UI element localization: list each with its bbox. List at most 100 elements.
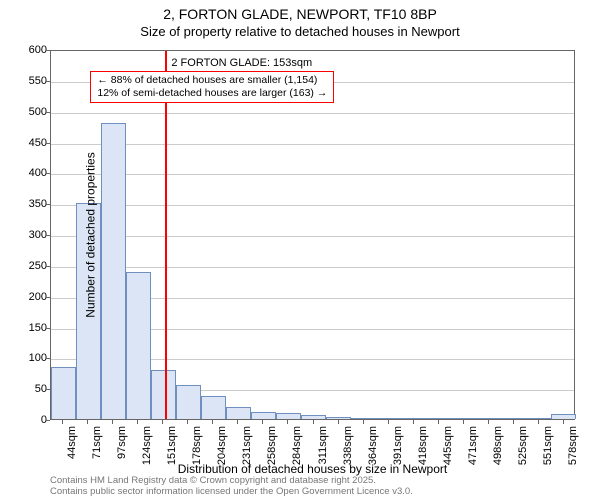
histogram-bar [176,385,201,419]
gridline [51,205,574,206]
annotation-line-2: 12% of semi-detached houses are larger (… [97,87,327,100]
gridline [51,174,574,175]
subject-marker-line [165,51,167,419]
x-tick-mark [137,420,138,424]
gridline [51,236,574,237]
y-tick-label: 100 [2,352,47,364]
y-tick-mark [46,297,50,298]
histogram-bar [101,123,126,419]
x-tick-label: 204sqm [216,426,228,486]
y-axis-label: Number of detached properties [84,152,98,317]
x-tick-mark [62,420,63,424]
y-tick-mark [46,50,50,51]
y-tick-label: 500 [2,106,47,118]
histogram-bar [476,418,501,419]
histogram-bar [201,396,226,419]
histogram-bar [51,367,76,419]
histogram-bar [126,272,151,419]
y-tick-mark [46,420,50,421]
y-tick-label: 450 [2,137,47,149]
x-tick-mark [313,420,314,424]
histogram-bar [501,418,526,419]
x-tick-label: 231sqm [241,426,253,486]
x-tick-label: 178sqm [191,426,203,486]
histogram-bar [426,418,451,419]
x-tick-mark [237,420,238,424]
x-tick-mark [413,420,414,424]
x-tick-label: 151sqm [166,426,178,486]
y-tick-mark [46,266,50,267]
y-tick-mark [46,358,50,359]
x-tick-mark [338,420,339,424]
histogram-bar [551,414,576,419]
histogram-bar [326,417,351,419]
y-tick-label: 400 [2,167,47,179]
gridline [51,144,574,145]
x-tick-mark [538,420,539,424]
x-tick-mark [187,420,188,424]
histogram-bar [226,407,250,419]
y-tick-label: 200 [2,291,47,303]
gridline [51,267,574,268]
x-tick-label: 71sqm [91,426,103,486]
x-tick-label: 44sqm [66,426,78,486]
x-tick-label: 364sqm [367,426,379,486]
histogram-bar [151,370,175,419]
x-tick-label: 97sqm [116,426,128,486]
y-tick-label: 250 [2,260,47,272]
histogram-bar [526,418,550,419]
y-tick-mark [46,81,50,82]
chart-container: 2, FORTON GLADE, NEWPORT, TF10 8BP Size … [0,0,600,500]
y-tick-mark [46,173,50,174]
y-tick-mark [46,204,50,205]
y-tick-mark [46,235,50,236]
y-tick-label: 350 [2,198,47,210]
footer-line-2: Contains public sector information licen… [50,487,413,498]
y-tick-mark [46,389,50,390]
histogram-bar [376,418,400,419]
y-tick-label: 0 [2,414,47,426]
y-tick-label: 50 [2,383,47,395]
x-tick-mark [438,420,439,424]
x-tick-label: 311sqm [317,426,329,486]
x-tick-label: 284sqm [291,426,303,486]
chart-title-main: 2, FORTON GLADE, NEWPORT, TF10 8BP [0,6,600,22]
x-tick-label: 391sqm [392,426,404,486]
x-tick-mark [363,420,364,424]
x-tick-label: 551sqm [542,426,554,486]
histogram-bar [276,413,301,419]
x-tick-mark [488,420,489,424]
x-tick-mark [463,420,464,424]
x-tick-label: 258sqm [266,426,278,486]
x-tick-mark [388,420,389,424]
x-tick-mark [513,420,514,424]
x-tick-label: 525sqm [517,426,529,486]
histogram-bar [451,418,475,419]
y-tick-label: 300 [2,229,47,241]
x-tick-mark [563,420,564,424]
y-tick-mark [46,143,50,144]
y-tick-mark [46,112,50,113]
x-tick-mark [212,420,213,424]
y-tick-label: 600 [2,44,47,56]
x-tick-label: 471sqm [467,426,479,486]
x-tick-label: 418sqm [417,426,429,486]
x-tick-mark [162,420,163,424]
annotation-title: 2 FORTON GLADE: 153sqm [171,57,312,69]
annotation-line-1: ← 88% of detached houses are smaller (1,… [97,74,327,87]
x-tick-label: 578sqm [567,426,579,486]
x-tick-mark [112,420,113,424]
x-tick-mark [262,420,263,424]
y-tick-label: 550 [2,75,47,87]
plot-area: 2 FORTON GLADE: 153sqm ← 88% of detached … [50,50,575,420]
footer-attribution: Contains HM Land Registry data © Crown c… [50,476,413,498]
y-tick-mark [46,328,50,329]
x-tick-label: 445sqm [442,426,454,486]
histogram-bar [401,418,426,419]
x-tick-mark [287,420,288,424]
x-tick-label: 338sqm [342,426,354,486]
x-tick-label: 124sqm [141,426,153,486]
histogram-bar [351,418,376,419]
y-tick-label: 150 [2,322,47,334]
gridline [51,113,574,114]
